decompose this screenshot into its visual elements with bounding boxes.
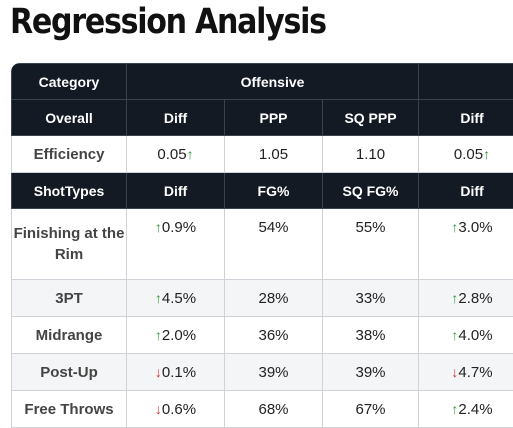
diff2-value: 2.4%	[458, 401, 492, 418]
efficiency-diff-value: 0.05	[157, 146, 186, 163]
diff-header: Diff	[127, 173, 225, 209]
table-row: Finishing at the Rim ↑0.9% 54% 55% ↑3.0%	[12, 209, 513, 280]
shottypes-header: ShotTypes	[12, 173, 127, 209]
fg-value: 54%	[225, 209, 323, 280]
regression-table: Category Offensive Overall Diff PPP SQ P…	[11, 63, 513, 428]
arrow-up-icon: ↑	[155, 290, 162, 306]
fg-value: 28%	[225, 280, 323, 317]
arrow-up-icon: ↑	[155, 219, 162, 235]
sq-fg-value: 38%	[323, 317, 419, 354]
diff-cell: ↑4.5%	[127, 280, 225, 317]
sq-fg-header: SQ FG%	[323, 173, 419, 209]
diff2-cell: ↓4.7%	[419, 354, 513, 391]
diff-value: 0.1%	[162, 364, 196, 381]
sq-fg-value: 39%	[323, 354, 419, 391]
shot-type-label: Post-Up	[12, 354, 127, 391]
fg-header: FG%	[225, 173, 323, 209]
diff-header: Diff	[127, 100, 225, 136]
diff-value: 2.0%	[162, 327, 196, 344]
fg-value: 39%	[225, 354, 323, 391]
page-title: Regression Analysis	[10, 2, 326, 42]
diff2-value: 4.7%	[458, 364, 492, 381]
fg-value: 36%	[225, 317, 323, 354]
regression-table-container: Category Offensive Overall Diff PPP SQ P…	[11, 63, 513, 428]
overall-header-row: Overall Diff PPP SQ PPP Diff	[12, 100, 513, 136]
diff-cell: ↓0.1%	[127, 354, 225, 391]
shot-type-label: Midrange	[12, 317, 127, 354]
ppp-header: PPP	[225, 100, 323, 136]
sq-fg-value: 55%	[323, 209, 419, 280]
diff-cell: ↑0.9%	[127, 209, 225, 280]
diff2-value: 3.0%	[458, 219, 492, 236]
overall-header: Overall	[12, 100, 127, 136]
table-row: 3PT ↑4.5% 28% 33% ↑2.8%	[12, 280, 513, 317]
sq-fg-value: 33%	[323, 280, 419, 317]
diff2-header: Diff	[419, 173, 513, 209]
diff-cell: ↑2.0%	[127, 317, 225, 354]
diff2-value: 4.0%	[458, 327, 492, 344]
shot-type-label: 3PT	[12, 280, 127, 317]
efficiency-diff2-value: 0.05	[454, 146, 483, 163]
diff2-header: Diff	[419, 100, 513, 136]
diff-value: 4.5%	[162, 290, 196, 307]
category-header-row: Category Offensive	[12, 64, 513, 100]
offensive-group-header: Offensive	[127, 64, 419, 100]
efficiency-sq-ppp: 1.10	[323, 136, 419, 173]
efficiency-row: Efficiency 0.05↑ 1.05 1.10 0.05↑	[12, 136, 513, 173]
table-row: Post-Up ↓0.1% 39% 39% ↓4.7%	[12, 354, 513, 391]
category-header: Category	[12, 64, 127, 100]
diff2-value: 2.8%	[458, 290, 492, 307]
diff2-cell: ↑2.8%	[419, 280, 513, 317]
arrow-up-icon: ↑	[187, 146, 194, 162]
shottypes-header-row: ShotTypes Diff FG% SQ FG% Diff	[12, 173, 513, 209]
diff-value: 0.9%	[162, 219, 196, 236]
table-row: Midrange ↑2.0% 36% 38% ↑4.0%	[12, 317, 513, 354]
arrow-down-icon: ↓	[155, 364, 162, 380]
efficiency-label: Efficiency	[12, 136, 127, 173]
empty-group-header	[419, 64, 513, 100]
arrow-up-icon: ↑	[155, 327, 162, 343]
shot-type-label: Finishing at the Rim	[12, 209, 127, 280]
arrow-up-icon: ↑	[483, 146, 490, 162]
sq-ppp-header: SQ PPP	[323, 100, 419, 136]
efficiency-diff-cell: 0.05↑	[127, 136, 225, 173]
efficiency-ppp: 1.05	[225, 136, 323, 173]
diff-value: 0.6%	[162, 401, 196, 418]
efficiency-diff2-cell: 0.05↑	[419, 136, 513, 173]
arrow-down-icon: ↓	[155, 401, 162, 417]
diff2-cell: ↑3.0%	[419, 209, 513, 280]
diff2-cell: ↑4.0%	[419, 317, 513, 354]
